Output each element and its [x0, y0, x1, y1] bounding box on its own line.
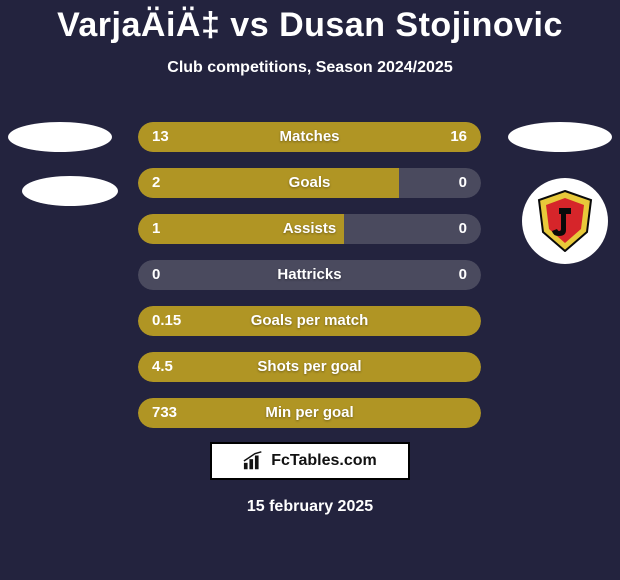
source-badge-text: FcTables.com	[271, 452, 377, 470]
stat-row: 00Hattricks	[138, 260, 481, 290]
player-right-avatar-placeholder	[508, 122, 612, 152]
stat-label: Assists	[138, 214, 481, 244]
stat-row: 1316Matches	[138, 122, 481, 152]
stat-row: 4.5Shots per goal	[138, 352, 481, 382]
source-badge: FcTables.com	[210, 442, 410, 480]
club-shield-icon	[537, 190, 593, 252]
player-left-avatar-placeholder-1	[8, 122, 112, 152]
stat-label: Shots per goal	[138, 352, 481, 382]
stat-row: 20Goals	[138, 168, 481, 198]
stat-label: Goals	[138, 168, 481, 198]
comparison-bars: 1316Matches 20Goals 10Assists 00Hattricks 0.…	[138, 122, 481, 444]
stat-row: 0.15Goals per match	[138, 306, 481, 336]
fctables-logo-icon	[243, 451, 265, 471]
stat-label: Min per goal	[138, 398, 481, 428]
stat-row: 733Min per goal	[138, 398, 481, 428]
stat-label: Goals per match	[138, 306, 481, 336]
stat-row: 10Assists	[138, 214, 481, 244]
player-right-club-badge	[522, 178, 608, 264]
subtitle: Club competitions, Season 2024/2025	[0, 59, 620, 77]
page-title: VarjaÄiÄ‡ vs Dusan Stojinovic	[0, 0, 620, 45]
stat-label: Hattricks	[138, 260, 481, 290]
player-left-avatar-placeholder-2	[22, 176, 118, 206]
date-label: 15 february 2025	[0, 498, 620, 516]
stat-label: Matches	[138, 122, 481, 152]
